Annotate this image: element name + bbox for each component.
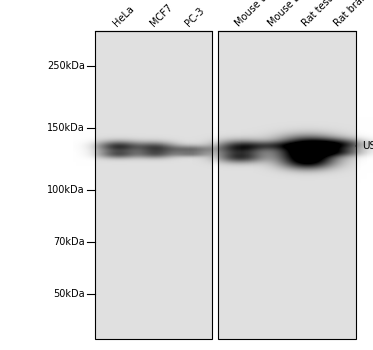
Text: 250kDa: 250kDa [47, 61, 85, 71]
Text: Rat testis: Rat testis [300, 0, 340, 28]
Text: 100kDa: 100kDa [47, 184, 85, 195]
Text: 50kDa: 50kDa [53, 289, 85, 299]
Text: 70kDa: 70kDa [53, 237, 85, 247]
Text: 150kDa: 150kDa [47, 123, 85, 133]
Bar [218, 31, 356, 339]
Text: Mouse brain: Mouse brain [266, 0, 316, 28]
Text: Mouse testis: Mouse testis [233, 0, 283, 28]
Text: Rat brain: Rat brain [332, 0, 371, 28]
Text: MCF7: MCF7 [148, 2, 174, 28]
Text: HeLa: HeLa [111, 4, 136, 28]
Text: PC-3: PC-3 [183, 5, 206, 28]
Bar [95, 31, 212, 339]
Text: USP7/HAUSP: USP7/HAUSP [356, 141, 373, 151]
